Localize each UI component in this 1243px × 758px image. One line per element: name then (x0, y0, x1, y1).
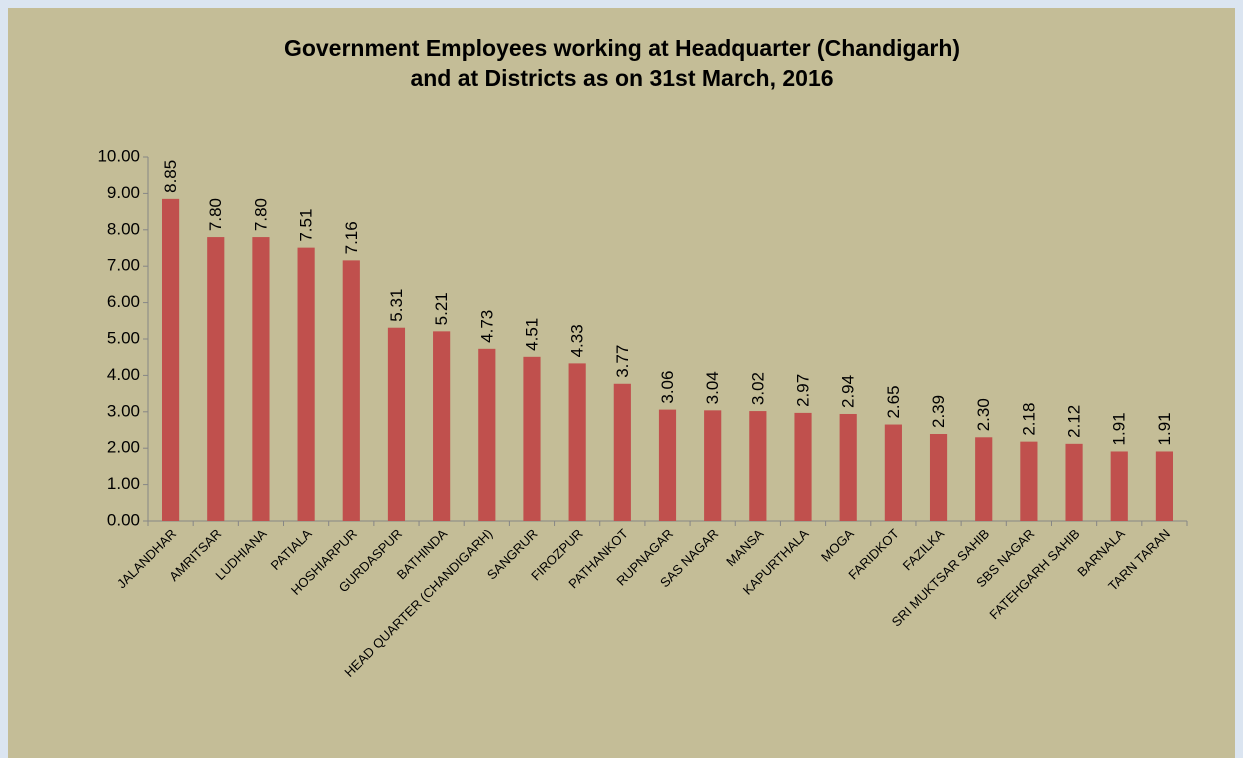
data-label: 3.02 (748, 372, 767, 405)
chart-title: and at Districts as on 31st March, 2016 (410, 65, 833, 91)
data-label: 2.97 (794, 374, 813, 407)
bar (1155, 451, 1173, 521)
bar (929, 434, 948, 521)
y-tick-label: 7.00 (107, 256, 140, 275)
bar (342, 260, 360, 521)
bar (794, 412, 812, 521)
bar (1110, 451, 1128, 521)
y-tick-label: 10.00 (97, 146, 140, 165)
bar (884, 424, 902, 521)
y-tick-label: 0.00 (107, 510, 140, 529)
y-tick-label: 3.00 (107, 401, 140, 420)
bar (297, 247, 315, 522)
bar (252, 237, 270, 521)
y-tick-label: 9.00 (107, 183, 140, 202)
bar (839, 413, 857, 521)
y-tick-label: 4.00 (107, 365, 140, 384)
y-tick-label: 1.00 (107, 474, 140, 493)
bar (433, 331, 451, 521)
data-label: 3.77 (613, 345, 632, 378)
data-label: 4.51 (522, 318, 541, 351)
bar (387, 327, 406, 521)
data-label: 2.12 (1065, 405, 1084, 438)
bar (1020, 441, 1038, 521)
data-label: 7.80 (251, 198, 270, 231)
bar (478, 348, 496, 521)
chart-title: Government Employees working at Headquar… (284, 35, 960, 61)
data-label: 3.04 (703, 371, 722, 404)
data-label: 4.73 (477, 310, 496, 343)
y-tick-label: 6.00 (107, 292, 140, 311)
data-label: 7.16 (342, 221, 361, 254)
y-tick-label: 8.00 (107, 219, 140, 238)
data-label: 2.65 (884, 385, 903, 418)
y-tick-label: 5.00 (107, 328, 140, 347)
bar (568, 363, 586, 521)
data-label: 2.39 (929, 395, 948, 428)
data-label: 2.18 (1019, 403, 1038, 436)
data-label: 1.91 (1110, 412, 1129, 445)
data-label: 4.33 (568, 324, 587, 357)
bar (749, 411, 767, 521)
bar (162, 198, 180, 522)
data-label: 3.06 (658, 371, 677, 404)
chart-area (8, 8, 1235, 758)
data-label: 8.85 (161, 160, 180, 193)
bar (523, 356, 541, 521)
data-label: 1.91 (1155, 412, 1174, 445)
data-label: 5.21 (432, 292, 451, 325)
data-label: 2.94 (839, 375, 858, 408)
y-tick-label: 2.00 (107, 438, 140, 457)
data-label: 7.80 (206, 198, 225, 231)
bar (975, 437, 993, 521)
bar (658, 409, 677, 521)
data-label: 5.31 (387, 289, 406, 322)
bar (207, 237, 225, 521)
data-label: 2.30 (974, 398, 993, 431)
bar (704, 410, 722, 521)
bar (1065, 443, 1083, 521)
bar (613, 383, 631, 521)
data-label: 7.51 (297, 209, 316, 242)
